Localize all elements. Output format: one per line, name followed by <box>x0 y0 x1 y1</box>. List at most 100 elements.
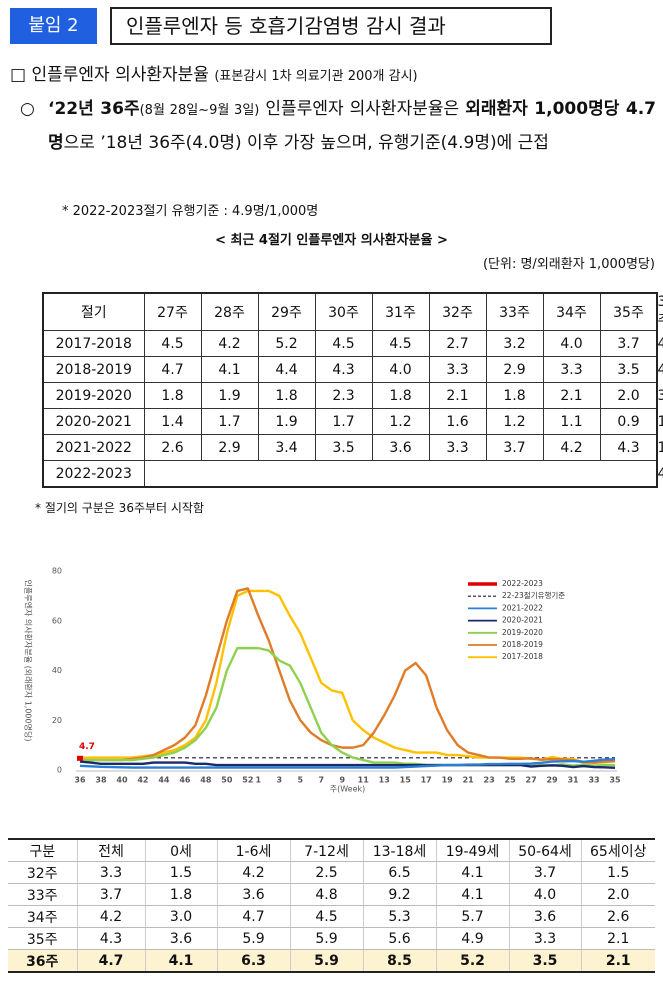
cell: 4.7 <box>216 905 290 928</box>
cell: 3.3 <box>542 356 601 383</box>
x-tick-label: 42 <box>137 776 148 785</box>
cell: 1.7 <box>200 408 259 435</box>
cell: 32주 <box>8 861 77 884</box>
cell: 2.7 <box>428 330 487 357</box>
cell: 2020-2021 <box>42 408 145 435</box>
text-small: (8월 28일~9월 3일) <box>139 103 260 118</box>
legend-label: 2018-2019 <box>502 640 543 649</box>
x-tick-label: 1 <box>256 776 262 785</box>
cell: 1.5 <box>580 861 655 884</box>
text-bold: ‘22년 36주 <box>48 99 140 119</box>
cell: 2017-2018 <box>42 330 145 357</box>
cell: 4.3 <box>76 927 145 950</box>
header-cell: 33주 <box>485 292 544 331</box>
x-tick-label: 7 <box>318 776 324 785</box>
cell: 4.8 <box>289 883 363 906</box>
cell: 3.7 <box>485 434 544 461</box>
header-cell: 0세 <box>144 839 217 862</box>
x-tick-label: 40 <box>116 776 128 785</box>
cell: 4.0 <box>542 330 601 357</box>
cell: 4.3 <box>599 434 658 461</box>
cell: 2.1 <box>428 382 487 409</box>
cell: 5.3 <box>362 905 436 928</box>
y-tick-label: 0 <box>57 766 62 775</box>
cell: 3.5 <box>599 356 658 383</box>
cell: 35주 <box>8 927 77 950</box>
x-tick-label: 46 <box>179 776 191 785</box>
x-tick-label: 25 <box>505 776 517 785</box>
cell: 4.4 <box>257 356 316 383</box>
paragraph-text: ‘22년 36주(8월 28일~9월 3일) 인플루엔자 의사환자분율은 외래환… <box>48 93 656 159</box>
x-tick-label: 50 <box>221 776 233 785</box>
header-cell: 27주 <box>143 292 202 331</box>
cell: 1.7 <box>314 408 373 435</box>
annotation: 4.7 <box>79 742 95 752</box>
cell: 4.5 <box>143 330 202 357</box>
cell: 4.2 <box>76 905 145 928</box>
x-tick-label: 44 <box>158 776 170 785</box>
x-tick-label: 11 <box>358 776 370 785</box>
x-tick-label: 19 <box>442 776 454 785</box>
series-line <box>79 758 616 769</box>
section-heading: □ 인플루엔자 의사환자분율 (표본감시 1차 의료기관 200개 감시) <box>10 60 418 85</box>
data-point <box>77 755 83 761</box>
cell: 2018-2019 <box>42 356 145 383</box>
threshold-note: * 2022-2023절기 유행기준 : 4.9명/1,000명 <box>62 204 319 219</box>
cell: 1.6 <box>428 408 487 435</box>
cell: 4.2 <box>216 861 290 884</box>
x-axis-label: 주(Week) <box>330 785 366 794</box>
x-tick-label: 27 <box>526 776 537 785</box>
paragraph: ○ ‘22년 36주(8월 28일~9월 3일) 인플루엔자 의사환자분율은 외… <box>20 93 656 159</box>
cell: 4.1 <box>435 883 509 906</box>
y-axis-label: 인플루엔자 의사환자분율 (외래환자 1,000명당) <box>24 580 34 742</box>
cell: 2.0 <box>580 883 655 906</box>
cell: 4.5 <box>371 330 430 357</box>
cell: 1.2 <box>371 408 430 435</box>
y-tick-label: 20 <box>52 716 62 725</box>
y-tick-label: 40 <box>52 666 62 675</box>
cell: 3.5 <box>314 434 373 461</box>
cell: 3.6 <box>216 883 290 906</box>
cell: 3.0 <box>144 905 217 928</box>
x-tick-label: 38 <box>95 776 107 785</box>
legend-label: 22-23절기유행기준 <box>502 590 565 600</box>
row: 35주 4.3 3.6 5.9 5.9 5.6 4.9 3.3 2.1 <box>8 927 655 950</box>
header-cell: 29주 <box>257 292 316 331</box>
cell: 34주 <box>8 905 77 928</box>
header-cell: 7-12세 <box>289 839 363 862</box>
cell: 2.6 <box>580 905 655 928</box>
cell: 2.6 <box>143 434 202 461</box>
x-tick-label: 9 <box>339 776 345 785</box>
cell: 1.8 <box>257 382 316 409</box>
series-line <box>79 760 616 769</box>
legend-label: 2017-2018 <box>502 652 543 661</box>
cell: 3.6 <box>508 905 581 928</box>
x-tick-label: 52 <box>242 776 253 785</box>
x-tick-label: 3 <box>277 776 283 785</box>
x-tick-label: 36 <box>74 776 86 785</box>
header-cell: 1-6세 <box>216 839 290 862</box>
cell: 1.1 <box>542 408 601 435</box>
header-cell: 13-18세 <box>362 839 436 862</box>
empty-cell <box>143 460 658 488</box>
cell: 4.2 <box>542 434 601 461</box>
cell: 5.2 <box>435 949 509 973</box>
cell: 1.4 <box>143 408 202 435</box>
cell: 5.9 <box>289 927 363 950</box>
age-table: 구분 전체 0세 1-6세 7-12세 13-18세 19-49세 50-64세 65세이상 32… <box>8 838 655 973</box>
cell: 2019-2020 <box>42 382 145 409</box>
row: 32주 3.3 1.5 4.2 2.5 6.5 4.1 3.7 1.5 <box>8 861 655 884</box>
header-cell: 전체 <box>76 839 145 862</box>
cell: 4.1 <box>200 356 259 383</box>
cell: 33주 <box>8 883 77 906</box>
cell: 4.7 <box>143 356 202 383</box>
cell: 2.3 <box>314 382 373 409</box>
row: 34주 4.2 3.0 4.7 4.5 5.3 5.7 3.6 2.6 <box>8 905 655 928</box>
cell: 5.6 <box>362 927 436 950</box>
cell: 2.0 <box>599 382 658 409</box>
x-tick-label: 29 <box>546 776 558 785</box>
